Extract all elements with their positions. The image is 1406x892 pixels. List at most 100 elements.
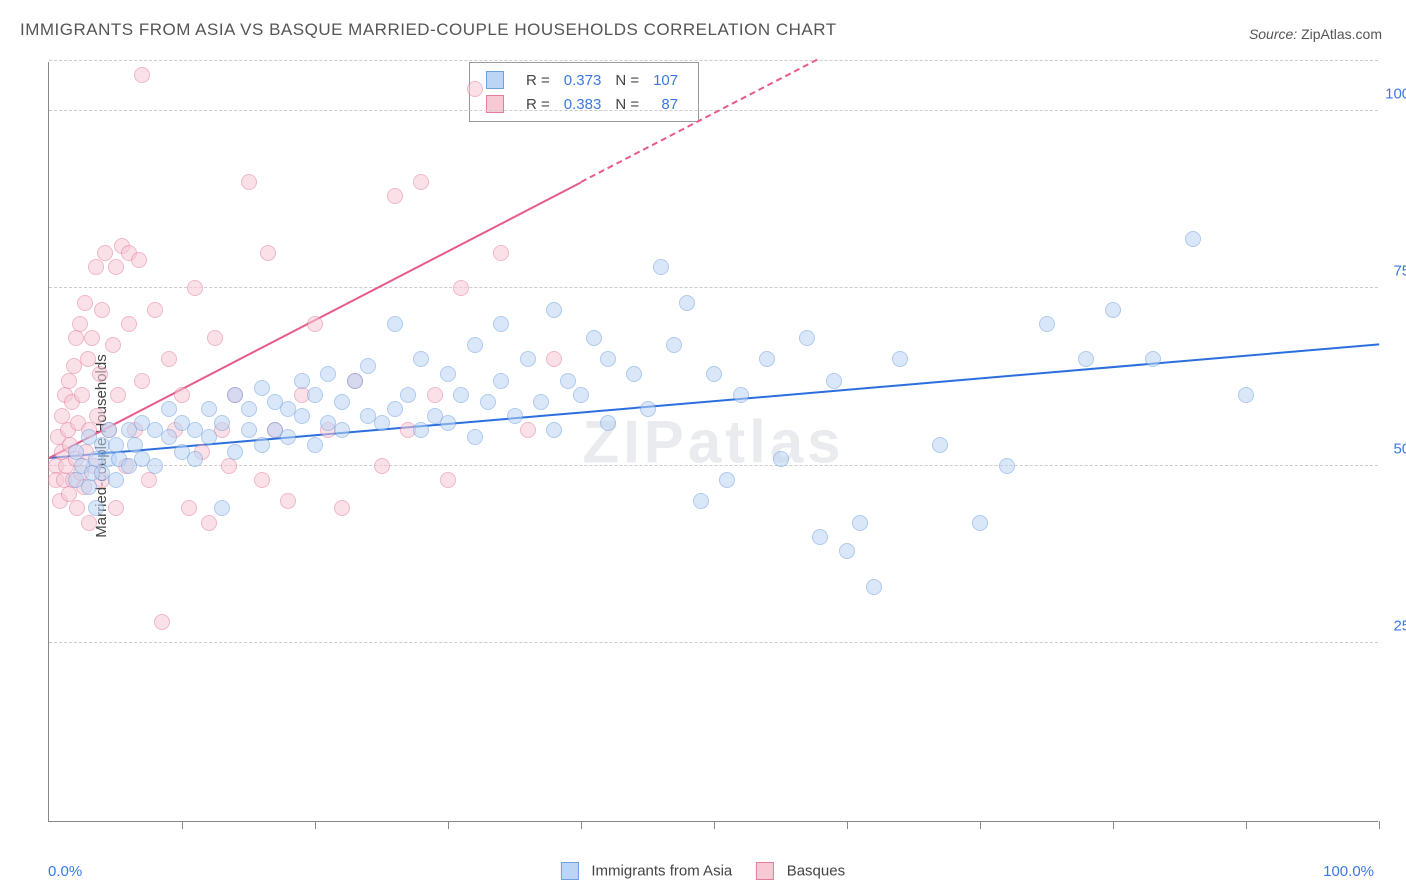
correlation-row-asia: R =0.373N =107 [480, 69, 684, 91]
data-point-asia [640, 401, 656, 417]
data-point-asia [320, 366, 336, 382]
data-point-basque [131, 252, 147, 268]
data-point-asia [546, 422, 562, 438]
x-tick [315, 821, 316, 829]
grid-line [49, 110, 1378, 111]
swatch-basque [756, 862, 774, 880]
data-point-basque [92, 366, 108, 382]
data-point-asia [586, 330, 602, 346]
data-point-asia [1078, 351, 1094, 367]
x-tick [1246, 821, 1247, 829]
data-point-basque [108, 500, 124, 516]
x-axis-max-label: 100.0% [1323, 863, 1374, 880]
data-point-asia [600, 415, 616, 431]
data-point-asia [307, 387, 323, 403]
n-label: N = [609, 93, 645, 115]
data-point-asia [374, 415, 390, 431]
data-point-asia [413, 422, 429, 438]
data-point-basque [134, 67, 150, 83]
x-tick [581, 821, 582, 829]
data-point-asia [1039, 316, 1055, 332]
data-point-basque [493, 245, 509, 261]
data-point-asia [812, 529, 828, 545]
x-tick [448, 821, 449, 829]
data-point-asia [1238, 387, 1254, 403]
data-point-asia [147, 458, 163, 474]
data-point-asia [679, 295, 695, 311]
data-point-asia [360, 358, 376, 374]
data-point-asia [999, 458, 1015, 474]
x-tick [980, 821, 981, 829]
data-point-basque [81, 515, 97, 531]
r-value-asia: 0.373 [558, 69, 608, 91]
data-point-asia [334, 394, 350, 410]
data-point-asia [493, 373, 509, 389]
source-attribution: Source: ZipAtlas.com [1249, 26, 1382, 42]
data-point-asia [254, 437, 270, 453]
legend-item-basque: Basques [756, 862, 845, 880]
data-point-asia [560, 373, 576, 389]
data-point-asia [241, 422, 257, 438]
x-tick [1113, 821, 1114, 829]
data-point-asia [413, 351, 429, 367]
data-point-asia [719, 472, 735, 488]
data-point-asia [201, 401, 217, 417]
grid-line [49, 287, 1378, 288]
data-point-basque [80, 351, 96, 367]
data-point-asia [892, 351, 908, 367]
data-point-basque [69, 500, 85, 516]
data-point-asia [866, 579, 882, 595]
data-point-basque [147, 302, 163, 318]
data-point-asia [799, 330, 815, 346]
data-point-basque [84, 330, 100, 346]
data-point-asia [573, 387, 589, 403]
data-point-asia [826, 373, 842, 389]
data-point-basque [121, 316, 137, 332]
source-name: ZipAtlas.com [1301, 26, 1382, 42]
data-point-asia [600, 351, 616, 367]
swatch-asia [561, 862, 579, 880]
data-point-basque [546, 351, 562, 367]
data-point-asia [467, 429, 483, 445]
x-tick [714, 821, 715, 829]
data-point-asia [334, 422, 350, 438]
data-point-basque [387, 188, 403, 204]
data-point-basque [453, 280, 469, 296]
data-point-basque [97, 245, 113, 261]
legend-label-basque: Basques [787, 862, 845, 879]
data-point-asia [387, 401, 403, 417]
data-point-asia [653, 259, 669, 275]
data-point-basque [105, 337, 121, 353]
data-point-asia [227, 444, 243, 460]
data-point-basque [260, 245, 276, 261]
y-tick-label: 25.0% [1393, 618, 1406, 635]
data-point-asia [520, 351, 536, 367]
n-label: N = [609, 69, 645, 91]
x-tick [1379, 821, 1380, 829]
data-point-basque [221, 458, 237, 474]
data-point-asia [493, 316, 509, 332]
data-point-basque [440, 472, 456, 488]
grid-line [49, 465, 1378, 466]
data-point-basque [181, 500, 197, 516]
data-point-basque [141, 472, 157, 488]
data-point-asia [294, 373, 310, 389]
data-point-asia [81, 479, 97, 495]
data-point-asia [546, 302, 562, 318]
data-point-basque [161, 351, 177, 367]
n-value-basque: 87 [647, 93, 684, 115]
data-point-asia [706, 366, 722, 382]
data-point-basque [467, 81, 483, 97]
x-axis-min-label: 0.0% [48, 863, 82, 880]
data-point-asia [241, 401, 257, 417]
data-point-basque [110, 387, 126, 403]
data-point-basque [134, 373, 150, 389]
data-point-asia [440, 366, 456, 382]
y-tick-label: 100.0% [1385, 85, 1406, 102]
data-point-asia [88, 500, 104, 516]
data-point-basque [374, 458, 390, 474]
data-point-basque [427, 387, 443, 403]
data-point-asia [773, 451, 789, 467]
data-point-asia [227, 387, 243, 403]
data-point-basque [89, 408, 105, 424]
